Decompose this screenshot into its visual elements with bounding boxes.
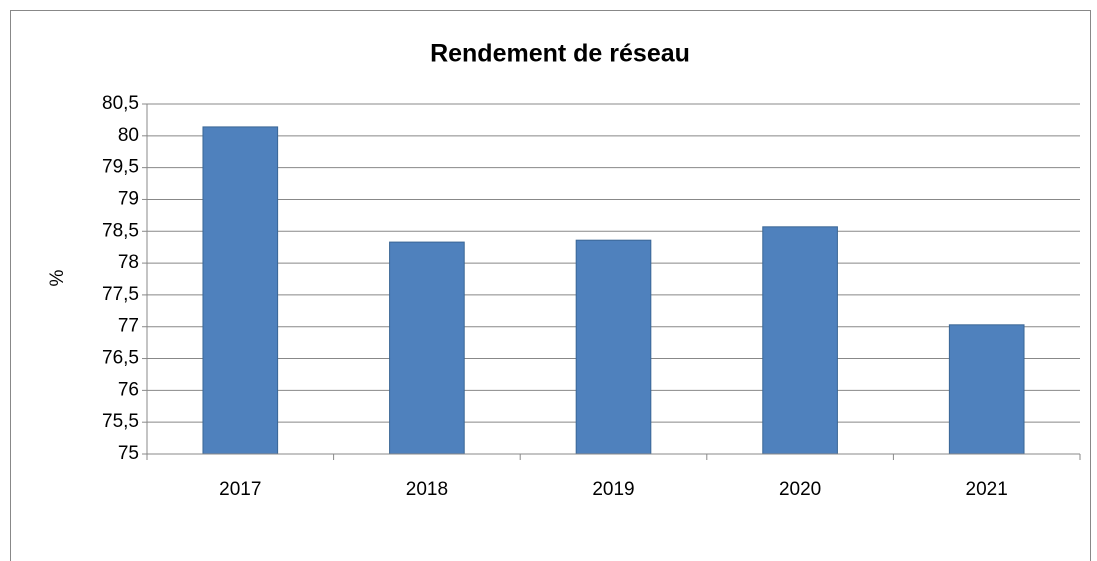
x-tick-label: 2017: [219, 479, 261, 500]
bar: [202, 126, 279, 455]
bar: [762, 226, 838, 455]
y-tick-label: 78,5: [102, 220, 139, 241]
chart-frame: [10, 10, 1091, 561]
y-axis-label: %: [47, 269, 68, 286]
y-tick-label: 75: [118, 443, 139, 464]
bar: [948, 324, 1025, 455]
y-tick-label: 77,5: [102, 284, 139, 305]
x-tick-label: 2020: [779, 479, 821, 500]
bar: [389, 241, 465, 455]
y-tick-label: 79,5: [102, 157, 139, 178]
bar: [575, 239, 652, 455]
y-tick-label: 76: [118, 379, 139, 400]
y-tick-label: 80: [118, 125, 139, 146]
y-tick-label: 75,5: [102, 411, 139, 432]
x-tick-label: 2021: [966, 479, 1008, 500]
y-tick-label: 79: [118, 188, 139, 209]
y-tick-label: 80,5: [102, 93, 139, 114]
y-tick-label: 77: [118, 316, 139, 337]
x-tick-label: 2019: [592, 479, 634, 500]
y-tick-label: 76,5: [102, 348, 139, 369]
y-tick-label: 78: [118, 252, 139, 273]
chart-title: Rendement de réseau: [430, 40, 690, 68]
x-tick-label: 2018: [406, 479, 448, 500]
